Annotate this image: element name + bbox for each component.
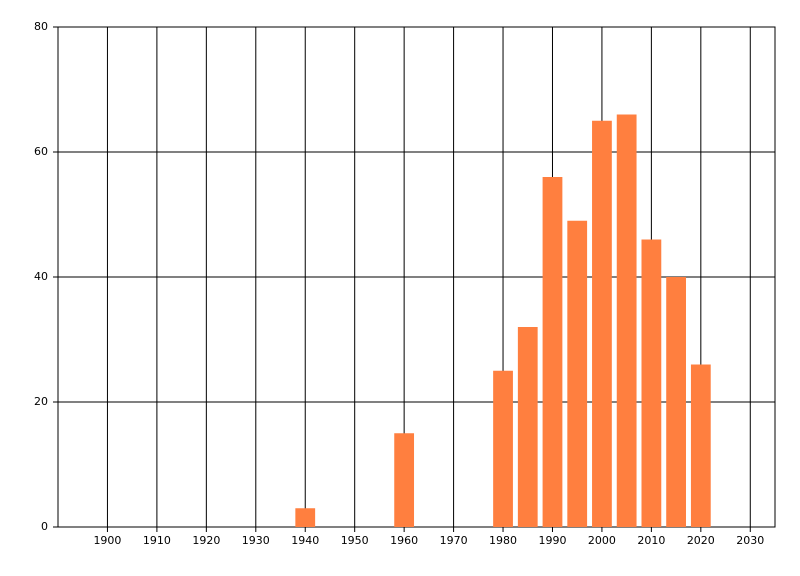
x-tick-label: 1960 (390, 534, 418, 547)
bar (394, 433, 415, 527)
y-tick-label: 40 (34, 270, 48, 283)
x-tick-label: 1970 (440, 534, 468, 547)
bar (295, 508, 316, 527)
x-tick-label: 1930 (242, 534, 270, 547)
x-tick-label: 1980 (489, 534, 517, 547)
bar (493, 370, 513, 527)
x-tick-label: 1920 (192, 534, 220, 547)
bar (567, 220, 588, 527)
x-tick-label: 1950 (341, 534, 369, 547)
bar (592, 120, 612, 527)
x-tick-label: 1910 (143, 534, 171, 547)
bar (616, 114, 637, 527)
y-tick-label: 0 (41, 520, 48, 533)
bar (690, 364, 711, 527)
x-tick-label: 2000 (588, 534, 616, 547)
y-tick-label: 20 (34, 395, 48, 408)
x-tick-label: 2010 (637, 534, 665, 547)
y-tick-label: 60 (34, 145, 48, 158)
bar (517, 327, 538, 527)
x-tick-label: 1900 (93, 534, 121, 547)
x-tick-label: 1940 (291, 534, 319, 547)
x-tick-label: 1990 (538, 534, 566, 547)
bar (666, 277, 686, 527)
bar (542, 177, 563, 527)
y-tick-label: 80 (34, 20, 48, 33)
x-tick-label: 2030 (736, 534, 764, 547)
plot-frame (57, 26, 776, 528)
bar (641, 239, 662, 527)
x-tick-label: 2020 (687, 534, 715, 547)
